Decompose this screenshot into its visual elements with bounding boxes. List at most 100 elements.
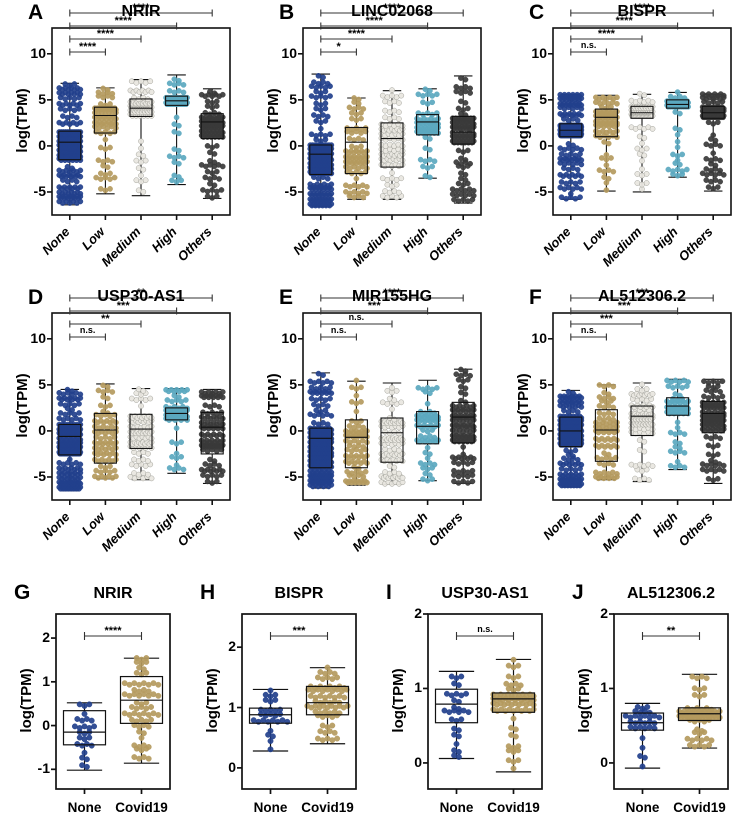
panel-c: C BISPR log(TPM) -5 0 5 10 None Low Medium High Oth… [501,0,752,285]
y-tick-label: 2 [600,605,608,621]
panel-f: F AL512306.2 log(TPM) -5 0 5 10 None Low Medium Hi… [501,285,752,570]
panel-title: BISPR [617,3,667,20]
plot-area [237,613,357,794]
y-tick-label: 0 [289,136,297,153]
plot-area [298,9,482,220]
panel-j: J AL512306.2 log(TPM) 0 1 2 None Covid19 ** [558,578,744,833]
y-tick-label: 0 [600,753,608,770]
y-tick-label: -5 [33,467,46,484]
plot-area [298,294,482,505]
significance-label: **** [633,2,651,14]
y-tick-label: 1 [414,679,422,696]
significance-label: * [336,41,341,53]
panel-title: USP30-AS1 [97,288,185,305]
significance-label: n.s. [79,325,96,335]
significance-label: n.s. [580,325,597,335]
x-tick-label: Covid19 [301,800,354,815]
significance-label: **** [615,15,633,27]
significance-label: *** [599,313,613,325]
y-tick-label: 10 [281,44,297,61]
plot-area [423,613,543,794]
panel-title: MIR155HG [351,288,433,305]
significance-label: *** [292,625,306,637]
panel-letter: I [386,581,392,604]
panel-i: I USP30-AS1 log(TPM) 0 1 2 None Covid19 n.s. [372,578,558,833]
significance-label: *** [367,300,381,312]
panel-letter: E [279,286,294,309]
significance-label: **** [347,28,365,40]
panel-letter: C [529,1,545,24]
y-tick-label: 0 [539,136,547,153]
significance-label: ** [101,313,110,325]
x-tick-label: None [625,800,660,815]
y-tick-label: 5 [289,90,297,107]
panel-title: AL512306.2 [597,288,687,305]
significance-label: **** [383,287,401,299]
significance-label: n.s. [348,312,365,322]
panel-letter: J [572,581,584,604]
panel-title: NRIR [121,3,161,20]
significance-label: ** [666,625,676,637]
panel-b: B LINC02068 log(TPM) -5 0 5 10 None Low Medium Hig… [251,0,502,285]
x-tick-label: Covid19 [115,800,168,815]
panel-letter: B [279,1,295,24]
significance-label: **** [104,625,122,637]
significance-label: **** [79,41,97,53]
panel-letter: D [28,286,44,309]
panel-d: D USP30-AS1 log(TPM) -5 0 5 10 None Low Medium Hig… [0,285,251,570]
significance-label: *** [635,287,649,299]
y-tick-label: 10 [30,44,46,61]
panel-title: LINC02068 [351,3,433,20]
x-tick-label: Covid19 [673,800,726,815]
y-tick-label: 0 [228,758,236,775]
y-tick-label: -1 [37,760,50,777]
y-tick-label: 1 [600,679,608,696]
panel-a: A NRIR log(TPM) -5 0 5 10 None Low Medium High Othe… [0,0,251,285]
plot-area [47,9,231,220]
y-tick-label: -5 [534,182,547,199]
significance-label: **** [597,28,615,40]
panel-e: E MIR155HG log(TPM) -5 0 5 10 None Low Medium High… [251,285,502,570]
y-tick-label: 0 [38,421,46,438]
y-tick-label: 10 [531,44,547,61]
significance-label: *** [116,300,130,312]
y-tick-label: 2 [228,638,236,655]
y-tick-label: 0 [539,421,547,438]
y-tick-label: 10 [531,329,547,346]
panel-letter: H [200,581,216,604]
y-tick-label: 0 [289,421,297,438]
y-tick-label: -5 [33,182,46,199]
x-tick-label: None [253,800,288,815]
plot-area [548,294,732,505]
panel-g: G NRIR log(TPM) -1 0 1 2 None Covid19 **** [0,578,186,833]
panel-letter: G [14,581,31,604]
y-tick-label: 5 [539,90,547,107]
y-tick-label: 2 [42,629,50,646]
panel-letter: F [529,286,542,309]
y-tick-label: 5 [289,375,297,392]
significance-label: n.s. [580,40,597,50]
panel-title: BISPR [274,585,324,602]
y-tick-label: -5 [284,467,297,484]
x-tick-label: Covid19 [487,800,540,815]
y-tick-label: 5 [539,375,547,392]
significance-label: **** [365,15,383,27]
x-tick-label: None [439,800,474,815]
significance-label: **** [383,2,401,14]
y-tick-label: 5 [38,375,46,392]
plot-area [51,613,171,794]
significance-label: n.s. [330,325,347,335]
y-tick-label: 2 [414,605,422,621]
y-tick-label: 0 [414,753,422,770]
y-tick-label: 1 [228,698,236,715]
panel-title: USP30-AS1 [441,585,529,602]
significance-label: n.s. [477,624,493,634]
panel-title: AL512306.2 [626,585,716,602]
x-tick-label: None [67,800,102,815]
y-tick-label: -5 [284,182,297,199]
y-tick-label: 0 [42,716,50,733]
y-tick-label: 0 [38,136,46,153]
y-tick-label: -5 [534,467,547,484]
y-tick-label: 1 [42,672,50,689]
